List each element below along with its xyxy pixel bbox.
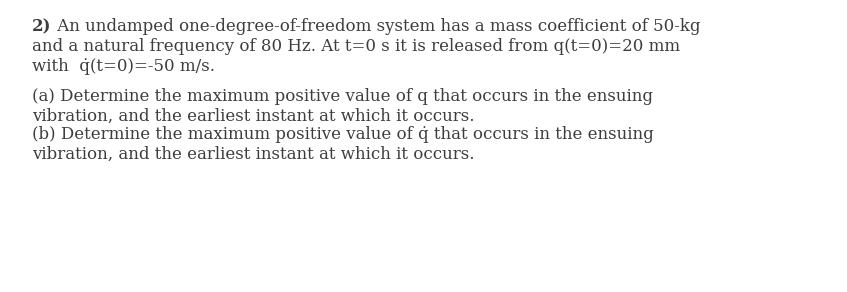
Text: (a) Determine the maximum positive value of q that occurs in the ensuing: (a) Determine the maximum positive value…	[32, 88, 653, 105]
Text: vibration, and the earliest instant at which it occurs.: vibration, and the earliest instant at w…	[32, 146, 474, 163]
Text: 2): 2)	[32, 18, 52, 35]
Text: with  q̇(t=0)=-50 m/s.: with q̇(t=0)=-50 m/s.	[32, 58, 215, 75]
Text: and a natural frequency of 80 Hz. At t=0 s it is released from q(t=0)=20 mm: and a natural frequency of 80 Hz. At t=0…	[32, 38, 680, 55]
Text: vibration, and the earliest instant at which it occurs.: vibration, and the earliest instant at w…	[32, 108, 474, 125]
Text: An undamped one-degree-of-freedom system has a mass coefficient of 50-kg: An undamped one-degree-of-freedom system…	[52, 18, 700, 35]
Text: (b) Determine the maximum positive value of q̇ that occurs in the ensuing: (b) Determine the maximum positive value…	[32, 126, 654, 143]
